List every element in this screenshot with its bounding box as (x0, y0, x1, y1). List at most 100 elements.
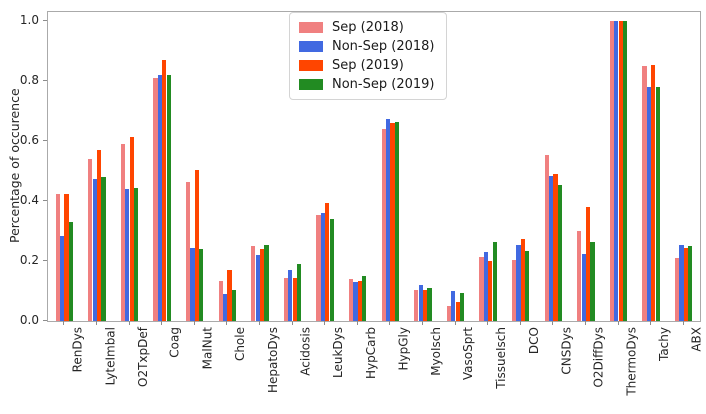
bar-MyoIsch-sep-2018- (414, 289, 419, 321)
bar-HypGly-non-sep-2019- (394, 121, 400, 321)
x-tick-mark (291, 321, 293, 325)
bar-LeukDys-non-sep-2019- (329, 219, 334, 321)
bar-LyteImbal-sep-2019- (96, 150, 102, 321)
x-tick-mark (226, 321, 228, 325)
x-tick-label-malnut: MalNut (200, 327, 215, 370)
bar-LeukDys-sep-2018- (316, 214, 321, 321)
legend: Sep (2018) Non-Sep (2018) Sep (2019) Non-Se… (289, 12, 448, 100)
bar-HypGly-sep-2018- (381, 129, 386, 321)
bar-HepatoDys-non-sep-2018- (255, 255, 260, 321)
bar-LeukDys-non-sep-2018- (320, 213, 326, 321)
bar-HypCarb-sep-2018- (348, 279, 354, 321)
legend-label: Sep (2018) (332, 20, 404, 35)
x-tick-mark (519, 321, 521, 325)
legend-label: Non-Sep (2018) (332, 39, 435, 54)
bar-MalNut-sep-2019- (194, 169, 200, 321)
legend-swatch-icon (299, 60, 323, 71)
bar-RenDys-non-sep-2019- (68, 222, 74, 321)
bar-MalNut-non-sep-2019- (199, 249, 204, 321)
bar-MalNut-sep-2018- (185, 181, 191, 321)
bar-Tachy-non-sep-2018- (646, 87, 652, 321)
bar-Tachy-non-sep-2019- (655, 87, 660, 321)
x-tick-label-o2diffdys: O2DiffDys (591, 327, 606, 388)
x-tick-mark (584, 321, 586, 325)
bar-O2TxpDef-sep-2019- (129, 136, 134, 321)
bar-ThermoDys-non-sep-2019- (622, 21, 628, 321)
y-tick-label: 0.2 (19, 253, 39, 267)
bar-MalNut-non-sep-2018- (190, 247, 195, 321)
x-tick-mark (63, 321, 65, 325)
x-tick-label-vasosprt: VasoSprt (461, 327, 476, 381)
bar-CNSDys-sep-2019- (553, 174, 558, 321)
legend-swatch-icon (299, 22, 323, 33)
y-tick-mark (43, 260, 47, 261)
bar-Chole-non-sep-2019- (231, 289, 237, 321)
bar-ABX-sep-2019- (683, 247, 689, 321)
x-tick-mark (324, 321, 326, 325)
bar-Tachy-sep-2018- (642, 66, 647, 321)
bar-O2DiffDys-non-sep-2018- (581, 253, 586, 321)
x-tick-mark (258, 321, 260, 325)
y-tick-mark (43, 140, 47, 141)
bar-Coag-sep-2018- (153, 78, 158, 321)
bar-DCO-sep-2019- (520, 238, 526, 321)
bar-CNSDys-non-sep-2019- (557, 184, 563, 321)
bar-O2DiffDys-sep-2019- (585, 207, 591, 321)
x-tick-mark (128, 321, 130, 325)
x-tick-label-myoisch: MyoIsch (428, 327, 443, 376)
x-tick-mark (95, 321, 97, 325)
bar-O2TxpDef-sep-2018- (120, 144, 126, 321)
bar-O2DiffDys-non-sep-2019- (590, 241, 595, 321)
x-tick-label-tissueisch: TissueIsch (494, 327, 509, 389)
legend-swatch-icon (299, 41, 323, 52)
bar-DCO-non-sep-2019- (525, 250, 530, 321)
bar-MyoIsch-non-sep-2019- (427, 288, 432, 321)
bar-DCO-sep-2018- (511, 259, 517, 321)
bar-Coag-sep-2019- (162, 60, 167, 321)
bar-Coag-non-sep-2018- (157, 75, 163, 321)
y-tick-label: 0.4 (19, 193, 39, 207)
bar-TissueIsch-sep-2018- (479, 256, 484, 321)
x-tick-label-acidosis: Acidosis (298, 327, 313, 376)
y-tick-label: 0.8 (19, 73, 39, 87)
bar-ABX-non-sep-2019- (688, 246, 693, 321)
legend-swatch-icon (299, 79, 323, 90)
legend-item: Sep (2018) (299, 20, 434, 35)
x-tick-label-dco: DCO (526, 327, 541, 355)
x-tick-mark (650, 321, 652, 325)
y-tick-label: 0.6 (19, 133, 39, 147)
bar-VasoSprt-non-sep-2019- (459, 292, 465, 321)
x-tick-mark (487, 321, 489, 325)
bar-ThermoDys-sep-2019- (618, 21, 623, 321)
x-tick-label-chole: Chole (233, 327, 248, 362)
x-tick-mark (682, 321, 684, 325)
x-tick-label-lyteimbal: LyteImbal (102, 327, 117, 386)
legend-label: Sep (2019) (332, 58, 404, 73)
bar-Acidosis-sep-2019- (292, 277, 297, 321)
bar-Chole-sep-2018- (218, 280, 223, 321)
bar-LyteImbal-sep-2018- (88, 159, 93, 321)
x-tick-label-abx: ABX (689, 327, 704, 352)
bar-VasoSprt-sep-2019- (455, 301, 460, 321)
x-tick-label-o2txpdef: O2TxpDef (135, 327, 150, 387)
bar-HypCarb-sep-2019- (357, 280, 363, 321)
bar-TissueIsch-non-sep-2019- (492, 241, 497, 321)
bar-HepatoDys-sep-2018- (251, 246, 256, 321)
x-tick-mark (421, 321, 423, 325)
legend-item: Sep (2019) (299, 58, 434, 73)
bar-RenDys-sep-2018- (55, 193, 60, 321)
bar-HypGly-sep-2019- (390, 123, 395, 321)
legend-label: Non-Sep (2019) (332, 77, 435, 92)
bar-HepatoDys-sep-2019- (259, 249, 265, 321)
x-tick-mark (617, 321, 619, 325)
bar-RenDys-non-sep-2018- (59, 235, 65, 321)
bar-ThermoDys-non-sep-2018- (614, 21, 619, 321)
bar-Coag-non-sep-2019- (166, 75, 171, 321)
x-tick-label-hepatodys: HepatoDys (265, 327, 280, 394)
bar-O2TxpDef-non-sep-2018- (125, 189, 130, 321)
x-tick-label-coag: Coag (168, 327, 183, 358)
bar-Chole-non-sep-2018- (222, 294, 228, 321)
bar-Acidosis-sep-2018- (283, 277, 289, 321)
bar-Chole-sep-2019- (227, 270, 232, 321)
bar-CNSDys-sep-2018- (544, 154, 549, 321)
